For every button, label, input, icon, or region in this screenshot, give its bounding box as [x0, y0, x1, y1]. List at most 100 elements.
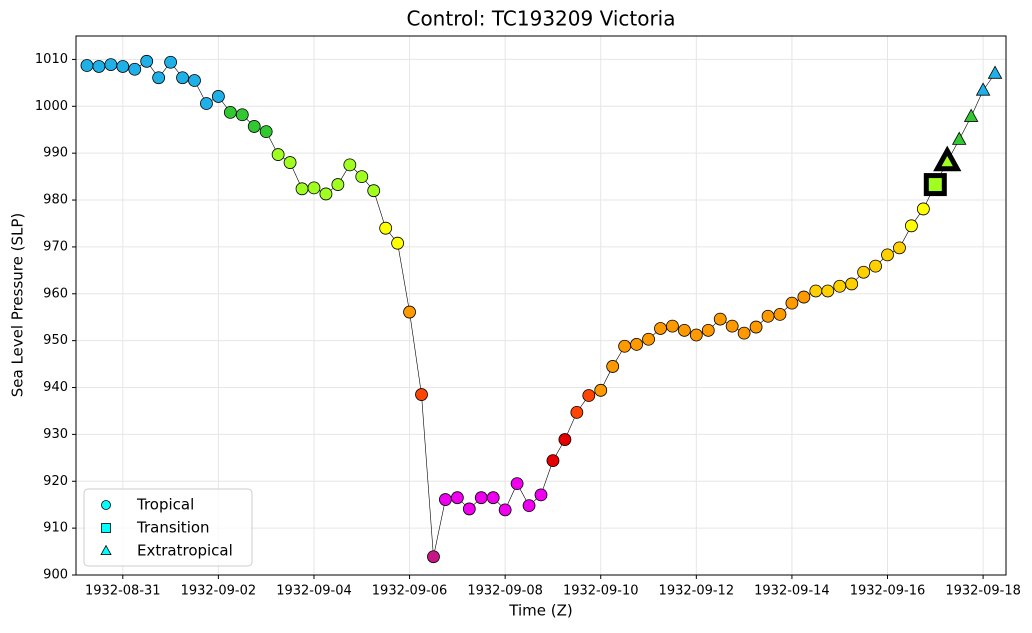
- data-point: [283, 156, 297, 169]
- data-point: [80, 59, 94, 72]
- data-point: [259, 125, 273, 139]
- data-point: [594, 383, 608, 397]
- data-point: [188, 74, 201, 87]
- data-point: [809, 284, 823, 298]
- data-point: [642, 332, 655, 346]
- data-point: [176, 71, 189, 85]
- data-point: [164, 55, 177, 69]
- x-axis-label: Time (Z): [508, 602, 572, 620]
- data-point: [415, 388, 428, 401]
- data-point: [713, 312, 727, 326]
- data-point: [797, 290, 811, 304]
- data-point: [773, 308, 787, 321]
- legend-label: Tropical: [136, 496, 194, 514]
- data-point: [247, 120, 261, 133]
- data-point: [570, 405, 584, 419]
- data-point: [343, 158, 357, 172]
- data-point: [869, 259, 882, 273]
- x-tick-label: 1932-09-06: [372, 584, 448, 599]
- y-tick-label: 920: [43, 474, 68, 489]
- legend-label: Extratropical: [137, 542, 233, 560]
- data-point: [749, 320, 763, 334]
- data-point: [677, 323, 691, 337]
- data-point: [510, 477, 524, 491]
- data-point: [689, 328, 703, 342]
- y-tick-label: 960: [43, 286, 68, 301]
- x-tick-label: 1932-09-08: [467, 584, 543, 599]
- data-point: [104, 58, 118, 71]
- legend-box: [83, 488, 253, 567]
- y-tick-label: 930: [43, 427, 68, 442]
- data-point: [975, 82, 991, 96]
- data-point: [140, 54, 154, 68]
- data-point: [893, 241, 906, 255]
- data-point: [666, 319, 679, 333]
- data-point: [737, 326, 751, 340]
- data-point: [923, 173, 947, 197]
- y-axis-label: Sea Level Pressure (SLP): [9, 213, 27, 398]
- y-tick-label: 910: [43, 521, 68, 536]
- data-point: [128, 62, 142, 76]
- data-point: [462, 502, 476, 516]
- data-point: [319, 187, 333, 201]
- data-point: [235, 108, 249, 122]
- line: [86, 60, 996, 557]
- y-tick-label: 970: [43, 239, 68, 254]
- data-point: [582, 389, 596, 402]
- data-point: [116, 60, 130, 73]
- data-point: [522, 499, 536, 513]
- data-point: [606, 360, 620, 373]
- data-point: [427, 550, 440, 564]
- data-point: [833, 279, 847, 293]
- data-point: [92, 60, 106, 73]
- data-point: [857, 265, 871, 279]
- data-point: [881, 248, 894, 262]
- y-tick-label: 950: [43, 333, 68, 348]
- data-point: [916, 202, 930, 216]
- data-point: [951, 131, 967, 145]
- data-point: [307, 181, 321, 195]
- data-point: [391, 236, 405, 250]
- data-point: [933, 145, 962, 172]
- data-point: [905, 219, 918, 233]
- data-point: [654, 322, 667, 335]
- data-point: [701, 323, 715, 337]
- x-tick-label: 1932-09-18: [945, 584, 1021, 599]
- x-tick-label: 1932-09-12: [659, 584, 735, 599]
- data-point: [152, 71, 166, 85]
- data-point: [450, 491, 464, 505]
- data-point: [211, 90, 225, 103]
- data-point: [355, 170, 369, 184]
- data-point: [558, 433, 572, 446]
- x-tick-label: 1932-09-02: [181, 584, 257, 599]
- data-point: [785, 296, 799, 310]
- plot-frame: [75, 35, 1007, 576]
- data-point: [439, 493, 452, 506]
- data-point: [200, 97, 213, 110]
- y-tick-label: 900: [43, 568, 68, 583]
- y-tick-label: 940: [43, 380, 68, 395]
- data-point: [379, 221, 393, 235]
- legend-marker: [101, 500, 111, 510]
- y-tick-label: 1000: [35, 99, 68, 114]
- data-point: [474, 491, 488, 505]
- y-tick-label: 990: [43, 146, 68, 161]
- data-point: [725, 319, 739, 333]
- data-point: [271, 148, 285, 161]
- data-point: [821, 284, 835, 298]
- y-tick-label: 1010: [35, 52, 68, 67]
- data-point: [618, 339, 632, 353]
- data-point: [963, 108, 979, 122]
- data-point: [630, 338, 643, 351]
- legend-label: Transition: [136, 519, 210, 537]
- data-point: [534, 488, 548, 502]
- data-point: [845, 277, 859, 291]
- data-point: [223, 105, 237, 119]
- data-point: [987, 65, 1003, 79]
- data-point: [295, 182, 309, 196]
- data-point: [546, 454, 560, 468]
- y-tick-label: 980: [43, 193, 68, 208]
- legend-marker: [101, 523, 111, 533]
